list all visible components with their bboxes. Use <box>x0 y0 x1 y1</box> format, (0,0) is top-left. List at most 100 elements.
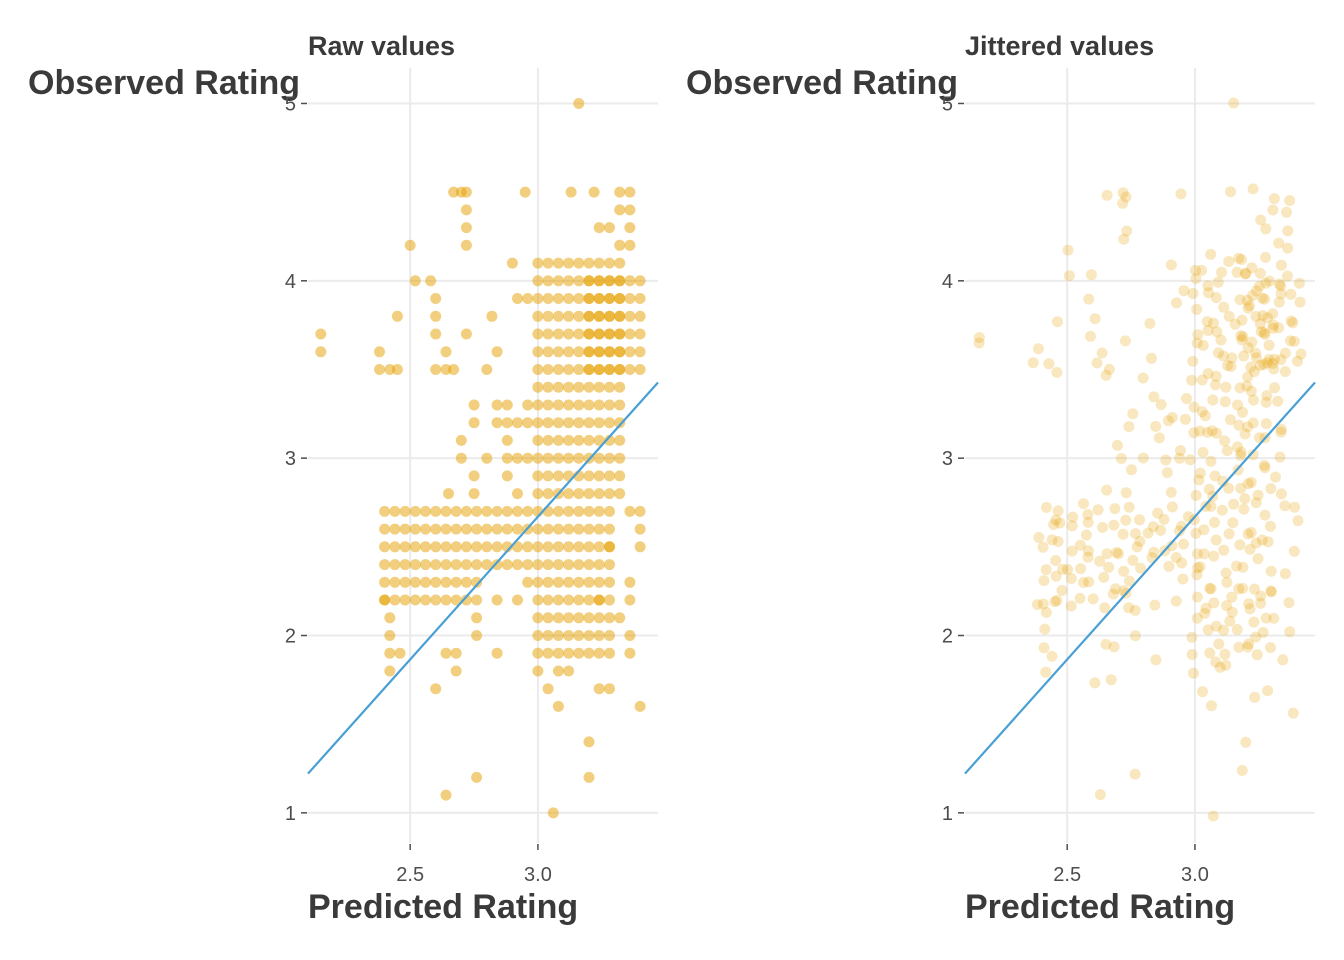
data-point <box>1158 513 1170 525</box>
data-point <box>573 541 585 553</box>
data-point <box>1275 280 1287 292</box>
data-point <box>604 310 615 322</box>
data-point <box>1294 296 1306 308</box>
data-point <box>532 576 544 588</box>
data-point <box>1228 97 1240 109</box>
data-point <box>501 559 513 571</box>
data-point <box>614 310 626 322</box>
data-point <box>1119 335 1131 347</box>
data-point <box>1101 548 1113 560</box>
data-point <box>409 523 421 535</box>
data-point <box>1273 237 1285 249</box>
data-point <box>593 505 605 517</box>
fit-line <box>964 381 1316 775</box>
data-point <box>1123 421 1135 433</box>
data-point <box>512 594 523 606</box>
data-point <box>440 346 452 358</box>
data-point <box>1233 641 1245 653</box>
data-point <box>604 257 615 269</box>
data-point <box>1236 765 1248 776</box>
data-point <box>1108 641 1120 653</box>
data-point <box>1109 503 1121 515</box>
data-point <box>563 470 575 482</box>
data-point <box>563 559 575 571</box>
data-point <box>1247 449 1259 461</box>
data-point <box>1192 329 1204 341</box>
data-point <box>1275 426 1287 438</box>
data-point <box>391 364 403 375</box>
y-axis-title: Observed Rating <box>686 64 958 102</box>
data-point <box>1240 267 1252 279</box>
data-point <box>1263 339 1275 351</box>
data-point <box>491 523 503 535</box>
data-point <box>1202 280 1214 292</box>
data-point <box>624 275 636 287</box>
data-point <box>1254 318 1266 330</box>
data-point <box>532 328 544 340</box>
data-point <box>1040 666 1052 678</box>
data-point <box>443 488 454 500</box>
data-point <box>542 576 554 588</box>
data-point <box>1251 352 1262 364</box>
data-point <box>1155 524 1167 536</box>
data-point <box>1259 293 1271 305</box>
y-tick-label: 5 <box>942 93 953 115</box>
data-point <box>1040 502 1052 513</box>
panel-title: Jittered values <box>965 31 1154 61</box>
data-point <box>552 612 564 624</box>
data-point <box>1238 503 1250 515</box>
data-point <box>1129 768 1141 780</box>
data-point <box>1051 366 1063 378</box>
data-point <box>593 683 605 695</box>
data-point <box>614 399 626 411</box>
data-point <box>604 470 615 482</box>
data-point <box>1288 335 1300 347</box>
data-point <box>409 505 421 517</box>
data-point <box>1092 504 1104 516</box>
data-point <box>1231 624 1243 635</box>
data-point <box>1175 188 1187 200</box>
data-point <box>542 541 554 553</box>
data-point <box>1207 810 1219 822</box>
data-point <box>1238 350 1250 362</box>
data-point <box>552 630 564 641</box>
data-point <box>573 647 585 659</box>
data-point <box>1118 565 1130 577</box>
data-point <box>1210 656 1222 668</box>
data-point <box>1085 330 1096 342</box>
data-point <box>1137 372 1149 384</box>
data-point <box>1094 555 1106 567</box>
data-point <box>583 275 595 287</box>
data-point <box>1212 276 1224 288</box>
data-point <box>315 328 327 340</box>
data-point <box>1121 225 1133 237</box>
data-point <box>1127 554 1139 566</box>
data-point <box>1160 454 1172 466</box>
data-point <box>532 488 544 500</box>
data-point <box>624 239 636 251</box>
data-point <box>1220 659 1232 671</box>
data-point <box>522 417 534 429</box>
data-point <box>1243 598 1255 610</box>
data-point <box>542 364 554 375</box>
data-point <box>450 665 462 677</box>
panel-raw-values: Raw values Observed Rating 1 2 3 4 5 2.5 3.0 P… <box>28 31 659 926</box>
data-point <box>1043 358 1055 370</box>
data-point <box>614 452 626 464</box>
data-point <box>460 239 472 251</box>
data-point <box>391 310 403 322</box>
data-point <box>1241 294 1253 306</box>
data-point <box>593 612 605 624</box>
data-point <box>420 559 431 571</box>
data-point <box>374 346 385 358</box>
data-point <box>1210 534 1222 546</box>
data-point <box>624 310 636 322</box>
data-point <box>532 417 544 429</box>
data-point <box>542 630 554 641</box>
data-point <box>542 399 554 411</box>
data-point <box>593 222 605 234</box>
data-point <box>1221 445 1233 457</box>
data-point <box>1063 270 1075 282</box>
data-point <box>1251 285 1262 297</box>
data-point <box>384 612 396 624</box>
